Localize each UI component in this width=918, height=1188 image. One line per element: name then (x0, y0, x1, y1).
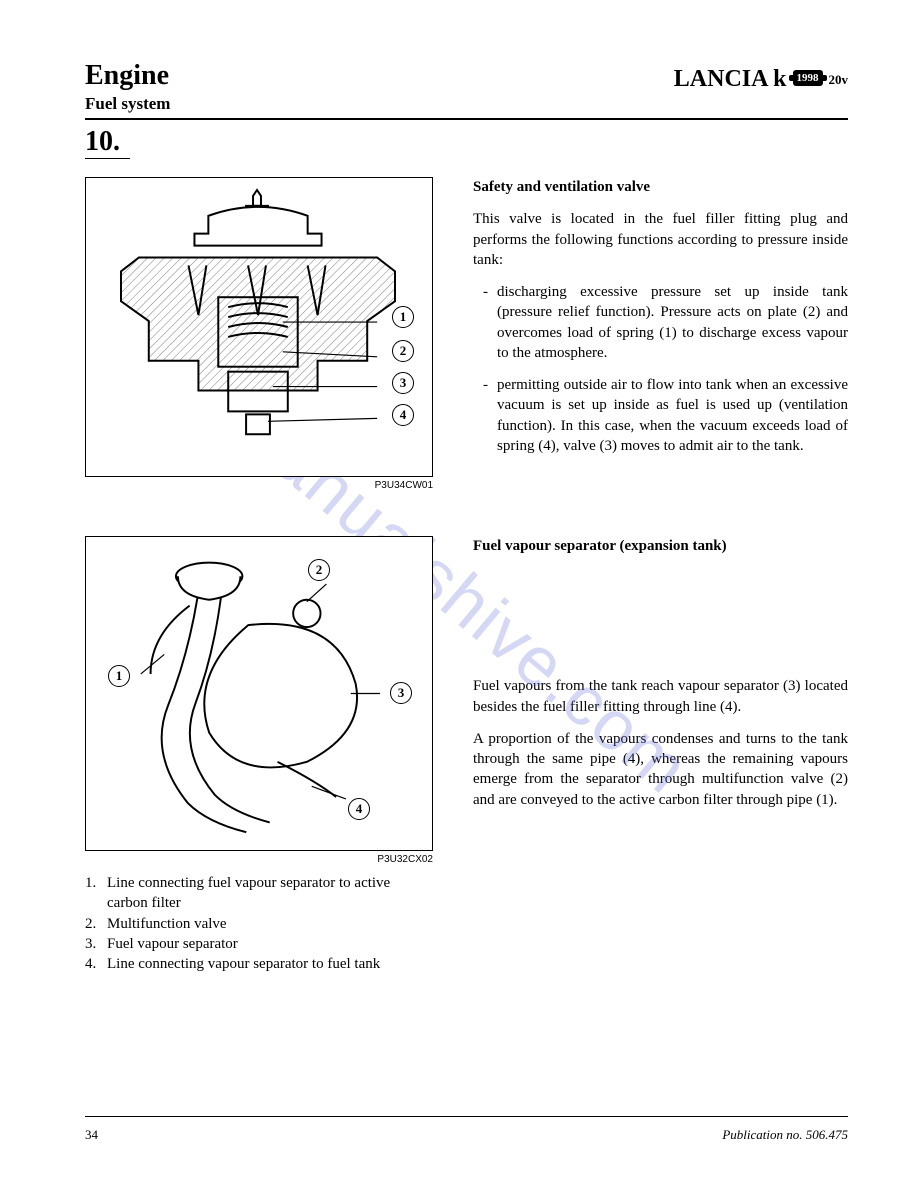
publication-number: Publication no. 506.475 (722, 1127, 848, 1143)
body-paragraph: Fuel vapours from the tank reach vapour … (473, 676, 848, 717)
valve-svg (94, 188, 422, 466)
list-item: permitting outside air to flow into tank… (483, 375, 848, 456)
legend-num: 3. (85, 934, 101, 954)
legend-text: Fuel vapour separator (107, 934, 238, 954)
figure-code: P3U32CX02 (85, 854, 433, 865)
header-subtitle: Fuel system (85, 94, 170, 114)
legend-num: 4. (85, 954, 101, 974)
callout-label: 3 (392, 372, 414, 394)
callout-label: 1 (392, 306, 414, 328)
legend-text: Line connecting vapour separator to fuel… (107, 954, 380, 974)
callout-label: 2 (308, 559, 330, 581)
header-title: Engine (85, 60, 170, 92)
section-intro: This valve is located in the fuel filler… (473, 209, 848, 270)
legend-num: 2. (85, 914, 101, 934)
header-brand: LANCIA k 1998 20v (674, 60, 848, 93)
figure-separator-diagram: 1 2 3 4 (85, 536, 433, 851)
section-heading: Fuel vapour separator (expansion tank) (473, 536, 848, 556)
page-footer: 34 Publication no. 506.475 (85, 1116, 848, 1143)
page-number: 34 (85, 1127, 98, 1143)
figure-code: P3U34CW01 (85, 480, 433, 491)
callout-label: 4 (392, 404, 414, 426)
brand-suffix: 20v (829, 72, 849, 88)
body-paragraph: A proportion of the vapours condenses an… (473, 729, 848, 810)
callout-label: 4 (348, 798, 370, 820)
figure-valve-diagram: 1 2 3 4 (85, 177, 433, 477)
bullet-list: discharging excessive pressure set up in… (473, 282, 848, 456)
callout-label: 1 (108, 665, 130, 687)
callout-label: 3 (390, 682, 412, 704)
list-item: discharging excessive pressure set up in… (483, 282, 848, 363)
separator-svg (94, 547, 422, 840)
figure-legend: 1.Line connecting fuel vapour separator … (85, 873, 433, 974)
legend-num: 1. (85, 873, 101, 914)
page-header: Engine Fuel system LANCIA k 1998 20v (85, 60, 848, 120)
section-number: 10. (85, 126, 130, 159)
legend-text: Line connecting fuel vapour separator to… (107, 873, 433, 914)
brand-text: LANCIA k (674, 66, 787, 93)
year-badge-icon: 1998 (793, 70, 823, 86)
legend-text: Multifunction valve (107, 914, 227, 934)
callout-label: 2 (392, 340, 414, 362)
section-heading: Safety and ventilation valve (473, 177, 848, 197)
